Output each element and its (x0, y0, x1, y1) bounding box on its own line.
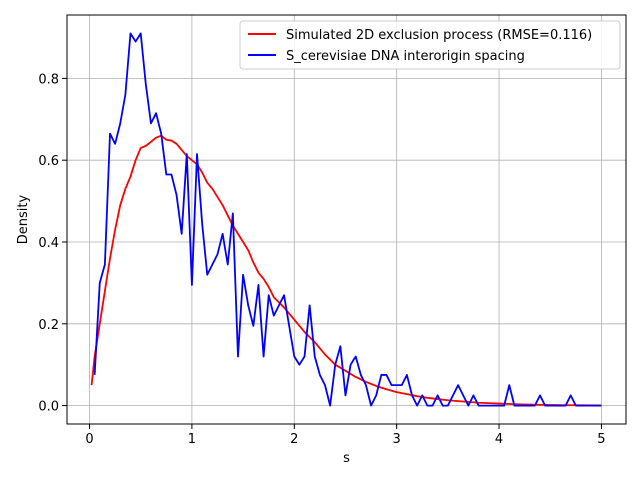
plot-area (67, 15, 626, 424)
y-axis-label: Density (16, 194, 31, 244)
axes-frame (66, 14, 627, 425)
y-tick-label: 0.6 (38, 154, 59, 169)
y-tick-label: 0.8 (38, 72, 59, 87)
x-tick-label: 5 (597, 432, 605, 447)
legend-box (239, 20, 621, 70)
observed-series-line (93, 32, 602, 407)
x-tick-label: 0 (85, 432, 93, 447)
grid (67, 15, 626, 424)
x-tick-label: 4 (495, 432, 503, 447)
x-tick-label: 3 (393, 432, 401, 447)
x-tick-label: 2 (290, 432, 298, 447)
legend-label-observed: S_cerevisiae DNA interorigin spacing (286, 49, 525, 64)
legend-label-simulated: Simulated 2D exclusion process (RMSE=0.1… (286, 28, 592, 43)
ticks: 0 1 2 3 4 5 0.0 0.2 0.4 0.6 0.8 (38, 72, 605, 447)
legend: Simulated 2D exclusion process (RMSE=0.1… (239, 20, 621, 70)
simulated-series-line (90, 134, 602, 407)
series-lines (90, 32, 602, 407)
x-tick-label: 1 (188, 432, 196, 447)
y-tick-label: 0.0 (38, 400, 59, 415)
y-tick-label: 0.2 (38, 318, 59, 333)
y-tick-label: 0.4 (38, 236, 59, 251)
x-axis-label: s (343, 451, 350, 466)
